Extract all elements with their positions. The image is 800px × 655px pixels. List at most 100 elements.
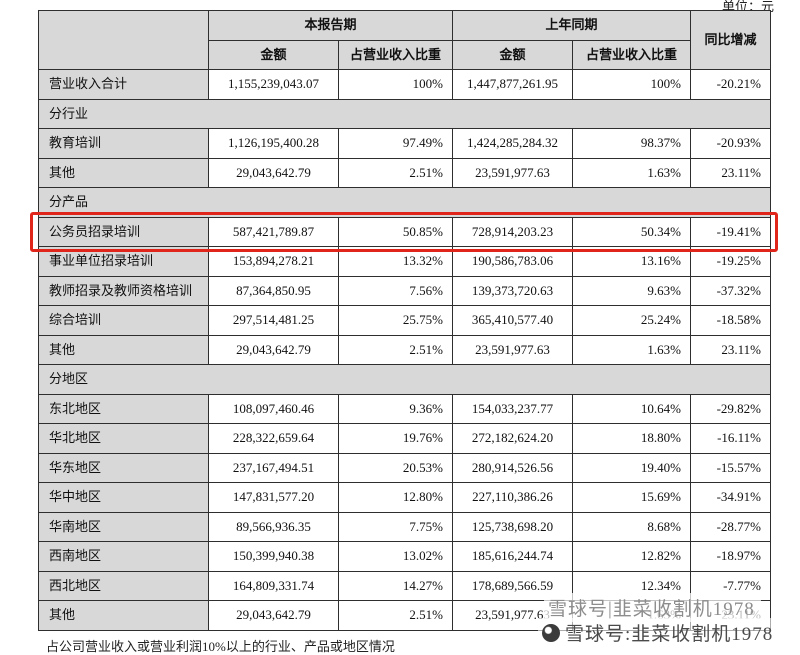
table-row-south: 华南地区 89,566,936.35 7.75% 125,738,698.20 … <box>38 511 771 542</box>
table-row-teacher-training: 教师招录及教师资格培训 87,364,850.95 7.56% 139,373,… <box>38 275 771 306</box>
table-row-northeast: 东北地区 108,097,460.46 9.36% 154,033,237.77… <box>38 393 771 424</box>
table-row-southwest: 西南地区 150,399,940.38 13.02% 185,616,244.7… <box>38 541 771 572</box>
yoy-change: -16.11% <box>690 423 771 454</box>
table-row-other-industry: 其他 29,043,642.79 2.51% 23,591,977.63 1.6… <box>38 157 771 188</box>
current-share: 97.49% <box>338 128 453 159</box>
prior-amount: 185,616,244.74 <box>452 541 573 572</box>
yoy-change: -18.97% <box>690 541 771 572</box>
section-row-by-region: 分地区 <box>38 364 771 395</box>
current-amount: 1,155,239,043.07 <box>208 69 339 100</box>
yoy-change: -29.82% <box>690 393 771 424</box>
current-amount: 237,167,494.51 <box>208 452 339 483</box>
table-row-central: 华中地区 147,831,577.20 12.80% 227,110,386.2… <box>38 482 771 513</box>
section-header: 分地区 <box>38 364 771 395</box>
current-amount: 147,831,577.20 <box>208 482 339 513</box>
row-label: 西南地区 <box>38 541 209 572</box>
row-label: 华中地区 <box>38 482 209 513</box>
prior-share: 10.64% <box>572 393 691 424</box>
yoy-change: -28.77% <box>690 511 771 542</box>
row-label: 华南地区 <box>38 511 209 542</box>
yoy-change: -18.58% <box>690 305 771 336</box>
current-amount: 150,399,940.38 <box>208 541 339 572</box>
current-share: 19.76% <box>338 423 453 454</box>
yoy-change: -20.93% <box>690 128 771 159</box>
yoy-change: -34.91% <box>690 482 771 513</box>
row-label: 营业收入合计 <box>38 69 209 100</box>
current-amount: 164,809,331.74 <box>208 570 339 601</box>
table-row-northwest: 西北地区 164,809,331.74 14.27% 178,689,566.5… <box>38 570 771 601</box>
row-label: 其他 <box>38 600 209 631</box>
current-share: 14.27% <box>338 570 453 601</box>
row-label: 教育培训 <box>38 128 209 159</box>
row-label: 综合培训 <box>38 305 209 336</box>
prior-amount: 23,591,977.63 <box>452 157 573 188</box>
current-share: 9.36% <box>338 393 453 424</box>
table-row-other-product: 其他 29,043,642.79 2.51% 23,591,977.63 1.6… <box>38 334 771 365</box>
current-amount: 29,043,642.79 <box>208 157 339 188</box>
prior-share: 1.63% <box>572 157 691 188</box>
prior-share: 98.37% <box>572 128 691 159</box>
row-label: 华东地区 <box>38 452 209 483</box>
current-period-header: 本报告期 <box>208 10 453 41</box>
current-amount: 89,566,936.35 <box>208 511 339 542</box>
yoy-change: 23.11% <box>690 157 771 188</box>
prior-amount: 23,591,977.63 <box>452 334 573 365</box>
prior-share: 25.24% <box>572 305 691 336</box>
current-share: 20.53% <box>338 452 453 483</box>
watermark-ghost: 雪球号|韭菜收割机1978 <box>544 593 761 622</box>
prior-share: 13.16% <box>572 246 691 277</box>
current-share: 2.51% <box>338 334 453 365</box>
yoy-change: 23.11% <box>690 334 771 365</box>
prior-amount: 227,110,386.26 <box>452 482 573 513</box>
current-share: 50.85% <box>338 216 453 247</box>
table-row-public-institution-training: 事业单位招录培训 153,894,278.21 13.32% 190,586,7… <box>38 246 771 277</box>
table-row-education-training: 教育培训 1,126,195,400.28 97.49% 1,424,285,2… <box>38 128 771 159</box>
row-label: 事业单位招录培训 <box>38 246 209 277</box>
table-row-north: 华北地区 228,322,659.64 19.76% 272,182,624.2… <box>38 423 771 454</box>
yoy-change: -15.57% <box>690 452 771 483</box>
prior-share: 18.80% <box>572 423 691 454</box>
table-row-civil-servant-training: 公务员招录培训 587,421,789.87 50.85% 728,914,20… <box>38 216 771 247</box>
watermark-text: 雪球号:韭菜收割机1978 <box>565 624 774 645</box>
prior-amount: 365,410,577.40 <box>452 305 573 336</box>
current-amount: 228,322,659.64 <box>208 423 339 454</box>
current-share: 25.75% <box>338 305 453 336</box>
table-row-other-region: 其他 29,043,642.79 2.51% 23,591,977.63 1.6… <box>38 600 771 631</box>
yoy-change: -37.32% <box>690 275 771 306</box>
prior-amount: 139,373,720.63 <box>452 275 573 306</box>
section-header: 分行业 <box>38 98 771 129</box>
prior-share: 50.34% <box>572 216 691 247</box>
current-share: 100% <box>338 69 453 100</box>
yoy-header: 同比增减 <box>690 10 771 70</box>
row-label: 其他 <box>38 334 209 365</box>
yoy-change: -20.21% <box>690 69 771 100</box>
current-share: 7.75% <box>338 511 453 542</box>
prior-share: 100% <box>572 69 691 100</box>
current-share: 7.56% <box>338 275 453 306</box>
current-share: 13.32% <box>338 246 453 277</box>
current-amount: 29,043,642.79 <box>208 600 339 631</box>
prior-share-header: 占营业收入比重 <box>572 39 691 70</box>
current-amount: 587,421,789.87 <box>208 216 339 247</box>
current-amount: 153,894,278.21 <box>208 246 339 277</box>
current-share: 2.51% <box>338 157 453 188</box>
current-amount: 108,097,460.46 <box>208 393 339 424</box>
prior-share: 12.82% <box>572 541 691 572</box>
header-row-1: 本报告期 上年同期 同比增减 <box>38 10 771 70</box>
prior-amount: 190,586,783.06 <box>452 246 573 277</box>
section-row-by-industry: 分行业 <box>38 98 771 129</box>
current-amount: 297,514,481.25 <box>208 305 339 336</box>
footer-note: 占公司营业收入或营业利润10%以上的行业、产品或地区情况 <box>46 639 395 654</box>
current-amount: 87,364,850.95 <box>208 275 339 306</box>
current-share: 2.51% <box>338 600 453 631</box>
prior-amount: 280,914,526.56 <box>452 452 573 483</box>
current-share-header: 占营业收入比重 <box>338 39 453 70</box>
row-label: 西北地区 <box>38 570 209 601</box>
current-amount: 29,043,642.79 <box>208 334 339 365</box>
prior-amount: 1,447,877,261.95 <box>452 69 573 100</box>
xueqiu-snowball-logo-icon <box>542 623 560 642</box>
table-row-comprehensive-training: 综合培训 297,514,481.25 25.75% 365,410,577.4… <box>38 305 771 336</box>
section-row-by-product: 分产品 <box>38 187 771 218</box>
prior-amount: 154,033,237.77 <box>452 393 573 424</box>
prior-period-header: 上年同期 <box>452 10 691 41</box>
